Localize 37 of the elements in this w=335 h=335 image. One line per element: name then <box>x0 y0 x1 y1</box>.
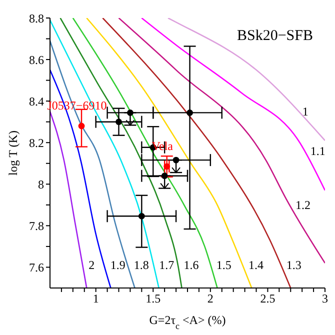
x-tick-label: 2 <box>207 292 214 306</box>
line-series <box>141 18 325 192</box>
point <box>78 122 85 130</box>
point <box>138 212 145 220</box>
annotation: 1.1 <box>310 144 326 158</box>
y-tick-label: 7.8 <box>29 218 44 233</box>
point <box>172 156 180 164</box>
x-tick-label: 1.5 <box>146 292 161 306</box>
annotation: 1.8 <box>134 258 149 272</box>
y-tick-label: 8.2 <box>29 136 44 150</box>
y-tick-label: 8.4 <box>29 94 44 108</box>
point <box>116 118 122 126</box>
y-tick-label: 8.6 <box>29 52 44 67</box>
annotation: 1.3 <box>286 258 302 272</box>
annotation: 1 <box>302 104 308 118</box>
y-tick-label: 8.8 <box>29 11 44 26</box>
x-tick-label: 3 <box>322 292 328 306</box>
text: BSk20−SFB <box>237 28 313 45</box>
x-axis-title: G=2τ$_{c}$<A> (%) <box>149 313 226 331</box>
annotation: 1.7 <box>159 258 174 272</box>
line-series <box>50 110 88 288</box>
y-tick-label: 8 <box>38 177 44 192</box>
line-series <box>167 18 325 142</box>
point <box>164 163 170 170</box>
annotation: 1.2 <box>295 198 310 212</box>
y-tick-label: 7.6 <box>29 260 44 274</box>
point <box>161 172 168 180</box>
y-axis-title: log T (K) <box>6 130 20 176</box>
annotation: 1.5 <box>216 258 232 272</box>
annotation: 1.4 <box>248 258 264 272</box>
annotation: 1.6 <box>184 258 199 272</box>
annotation: 1.9 <box>110 258 126 272</box>
point <box>186 110 193 116</box>
x-tick-label: 1 <box>92 292 99 306</box>
x-tick-label: 2.5 <box>260 292 276 306</box>
point <box>127 110 134 116</box>
annotation: 2 <box>88 258 95 272</box>
